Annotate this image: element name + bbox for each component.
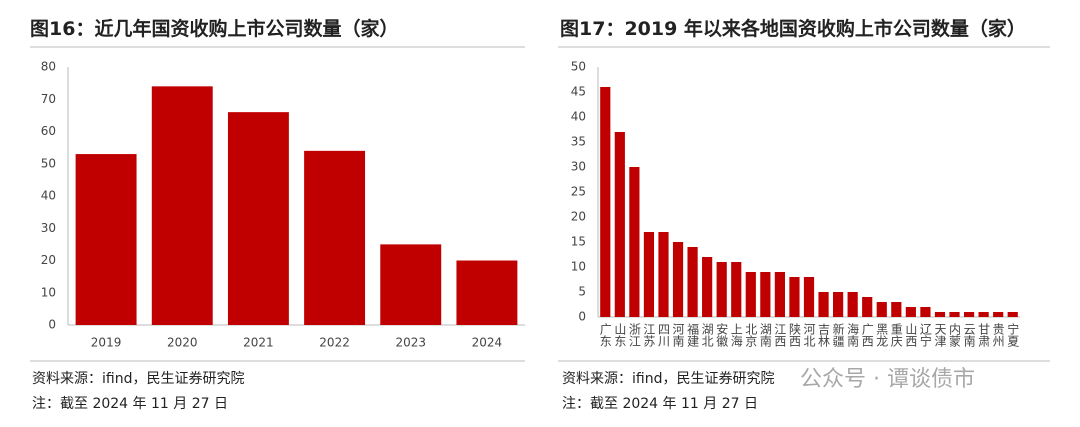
y-tick-label: 20 <box>41 253 56 267</box>
y-tick-label: 40 <box>41 189 56 203</box>
y-tick-label: 30 <box>571 160 586 174</box>
x-tick-label: 重庆 <box>889 323 903 347</box>
bar <box>905 307 916 317</box>
bar <box>380 244 442 325</box>
y-tick-label: 35 <box>571 135 586 149</box>
y-tick-label: 50 <box>41 156 56 170</box>
x-tick-label: 江苏 <box>642 323 656 347</box>
bar <box>876 302 887 317</box>
y-tick-label: 25 <box>571 185 586 199</box>
x-tick-label: 黑龙 <box>875 323 889 347</box>
x-tick-label: 江西 <box>773 323 787 347</box>
x-tick-label: 2024 <box>472 336 503 350</box>
x-tick-label: 北京 <box>744 323 758 348</box>
note: 注：截至 2024 年 11 月 27 日 <box>32 396 228 412</box>
x-tick-label: 四川 <box>656 323 670 347</box>
bar <box>731 262 742 317</box>
y-tick-label: 45 <box>571 85 586 99</box>
x-tick-label: 湖南 <box>758 322 772 347</box>
x-tick-label: 辽宁 <box>918 323 932 347</box>
y-tick-label: 5 <box>578 285 586 299</box>
x-tick-label: 浙江 <box>627 323 641 347</box>
bar <box>643 232 655 317</box>
x-tick-label: 云南 <box>962 323 976 347</box>
x-tick-label: 内蒙 <box>948 323 962 347</box>
x-tick-label: 2022 <box>319 336 350 350</box>
y-tick-label: 50 <box>571 60 586 74</box>
bar <box>614 132 625 317</box>
bar <box>227 112 289 326</box>
x-tick-label: 2020 <box>167 336 198 350</box>
x-tick-label: 2023 <box>395 336 426 350</box>
x-tick-label: 上海 <box>729 323 743 347</box>
bar <box>949 312 960 317</box>
bar <box>803 277 815 317</box>
chart-title: 图16：近几年国资收购上市公司数量（家） <box>30 17 398 40</box>
y-tick-label: 20 <box>571 210 586 224</box>
bar <box>716 262 727 317</box>
bar <box>920 307 931 317</box>
x-tick-label: 河南 <box>671 323 685 347</box>
x-tick-label: 山西 <box>904 323 918 347</box>
x-tick-label: 广西 <box>860 323 874 347</box>
bar <box>456 260 518 325</box>
source: 资料来源：ifind，民生证券研究院 <box>562 371 774 387</box>
bar <box>993 312 1004 317</box>
x-tick-label: 海南 <box>846 322 860 347</box>
bar <box>687 247 698 317</box>
y-tick-label: 60 <box>41 124 56 138</box>
bar <box>702 257 713 317</box>
bar <box>672 242 684 317</box>
y-tick-label: 10 <box>41 285 56 299</box>
y-tick-label: 40 <box>571 110 586 124</box>
bar <box>862 297 873 317</box>
x-tick-label: 甘肃 <box>977 323 991 348</box>
x-tick-label: 陕西 <box>787 322 801 347</box>
bar <box>818 292 829 317</box>
bar <box>789 277 800 317</box>
bar <box>978 312 989 317</box>
x-tick-label: 2021 <box>243 336 274 350</box>
bar <box>963 312 975 317</box>
x-tick-label: 湖北 <box>700 322 714 348</box>
bar <box>304 150 366 325</box>
x-tick-label: 福建 <box>686 322 700 348</box>
bar <box>658 232 669 317</box>
bar <box>891 302 902 317</box>
x-tick-label: 宁夏 <box>1006 322 1020 347</box>
x-tick-label: 贵州 <box>991 323 1005 347</box>
x-tick-label: 天津 <box>933 323 947 347</box>
x-tick-label: 河北 <box>802 323 816 348</box>
source: 资料来源：ifind，民生证券研究院 <box>32 371 244 387</box>
y-tick-label: 80 <box>41 60 56 74</box>
x-tick-label: 安徽 <box>715 322 729 347</box>
chart-title: 图17：2019 年以来各地国资收购上市公司数量（家） <box>560 17 1026 40</box>
note: 注：截至 2024 年 11 月 27 日 <box>562 396 758 412</box>
x-tick-label: 新疆 <box>831 322 845 347</box>
y-tick-label: 0 <box>48 318 56 332</box>
watermark: 公众号 · 谭谈债市 <box>800 367 975 392</box>
bar <box>151 86 213 325</box>
bar <box>75 154 137 325</box>
x-tick-label: 山东 <box>613 323 627 347</box>
y-tick-label: 0 <box>578 310 586 324</box>
bar <box>774 272 785 317</box>
bar <box>600 87 611 317</box>
bar <box>760 272 771 317</box>
x-tick-label: 2019 <box>91 336 122 350</box>
bar <box>1007 312 1018 317</box>
x-tick-label: 广东 <box>598 323 612 347</box>
y-tick-label: 30 <box>41 221 56 235</box>
y-tick-label: 70 <box>41 92 56 106</box>
bar <box>847 292 858 317</box>
x-tick-label: 吉林 <box>817 323 831 347</box>
bar <box>833 292 844 317</box>
y-tick-label: 15 <box>571 235 586 249</box>
y-tick-label: 10 <box>571 260 586 274</box>
bar <box>745 272 756 317</box>
bar <box>629 167 640 317</box>
bar <box>934 312 946 317</box>
